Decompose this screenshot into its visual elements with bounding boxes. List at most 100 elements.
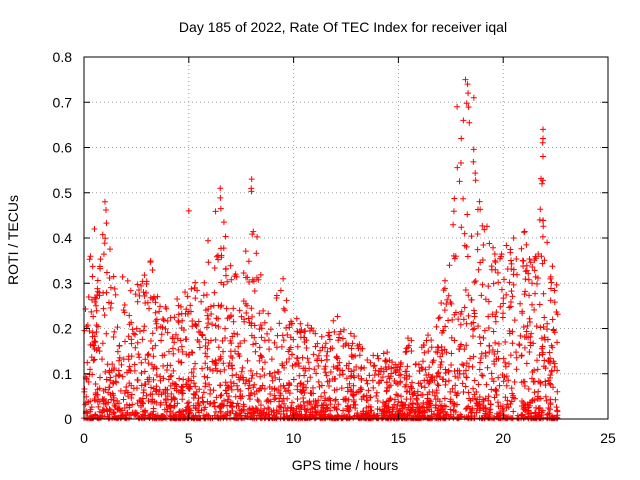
data-point — [149, 296, 156, 303]
data-point — [502, 359, 509, 366]
data-point — [365, 403, 372, 410]
y-tick-label: 0.4 — [53, 230, 73, 246]
data-point — [171, 396, 178, 403]
data-point — [161, 406, 168, 413]
data-point — [233, 371, 240, 378]
data-point — [240, 376, 247, 383]
data-point — [253, 250, 260, 257]
data-point — [148, 384, 155, 391]
data-point — [364, 397, 371, 404]
data-point — [540, 126, 547, 133]
data-point — [445, 292, 452, 299]
data-point — [97, 374, 104, 381]
data-point — [509, 340, 516, 347]
data-point — [258, 334, 265, 341]
data-point — [265, 398, 272, 405]
data-point — [283, 407, 290, 414]
data-point — [270, 407, 277, 414]
data-point — [217, 392, 224, 399]
data-point — [345, 396, 352, 403]
data-point — [428, 374, 435, 381]
data-point — [493, 356, 500, 363]
data-point — [394, 381, 401, 388]
data-point — [139, 336, 146, 343]
data-point — [281, 364, 288, 371]
data-point — [520, 406, 527, 413]
data-point — [172, 331, 179, 338]
data-point — [464, 81, 471, 88]
data-point — [211, 289, 218, 296]
data-point — [153, 387, 160, 394]
data-point — [404, 363, 411, 370]
data-point — [206, 401, 213, 408]
data-point — [443, 411, 450, 418]
data-point — [299, 354, 306, 361]
data-point — [266, 346, 273, 353]
data-point — [192, 295, 199, 302]
data-point — [355, 373, 362, 380]
data-point — [489, 311, 496, 318]
data-point — [434, 349, 441, 356]
data-points — [81, 76, 561, 422]
data-point — [493, 309, 500, 316]
data-point — [321, 366, 328, 373]
data-point — [481, 327, 488, 334]
data-point — [306, 365, 313, 372]
data-point — [167, 402, 174, 409]
data-point — [134, 281, 141, 288]
data-point — [347, 330, 354, 337]
data-point — [450, 221, 457, 228]
data-point — [209, 358, 216, 365]
data-point — [157, 377, 164, 384]
data-point — [321, 344, 328, 351]
data-point — [256, 326, 263, 333]
data-point — [410, 415, 417, 422]
data-point — [304, 378, 311, 385]
data-point — [144, 376, 151, 383]
data-point — [142, 300, 149, 307]
data-point — [436, 373, 443, 380]
data-point — [423, 401, 430, 408]
data-point — [135, 351, 142, 358]
data-point — [418, 403, 425, 410]
data-point — [127, 287, 134, 294]
data-point — [364, 357, 371, 364]
data-point — [112, 401, 119, 408]
data-point — [213, 315, 220, 322]
data-point — [409, 391, 416, 398]
data-point — [363, 392, 370, 399]
data-point — [221, 397, 228, 404]
data-point — [190, 380, 197, 387]
data-point — [287, 334, 294, 341]
data-point — [550, 384, 557, 391]
data-point — [423, 372, 430, 379]
data-point — [537, 206, 544, 213]
data-point — [177, 303, 184, 310]
data-point — [467, 409, 474, 416]
data-point — [407, 396, 414, 403]
data-point — [375, 355, 382, 362]
data-point — [520, 415, 527, 422]
data-point — [500, 411, 507, 418]
data-point — [150, 353, 157, 360]
data-point — [508, 415, 515, 422]
data-point — [152, 299, 159, 306]
y-tick-label: 0.2 — [53, 321, 73, 337]
data-point — [434, 370, 441, 377]
data-point — [546, 380, 553, 387]
data-point — [149, 391, 156, 398]
data-point — [153, 415, 160, 422]
data-point — [91, 397, 98, 404]
data-point — [474, 230, 481, 237]
data-point — [371, 362, 378, 369]
data-point — [169, 333, 176, 340]
data-point — [255, 412, 262, 419]
data-point — [495, 374, 502, 381]
x-tick-label: 20 — [495, 430, 511, 446]
data-point — [118, 407, 125, 414]
data-point — [254, 406, 261, 413]
data-point — [332, 396, 339, 403]
data-point — [343, 362, 350, 369]
data-point — [465, 104, 472, 111]
data-point — [271, 369, 278, 376]
